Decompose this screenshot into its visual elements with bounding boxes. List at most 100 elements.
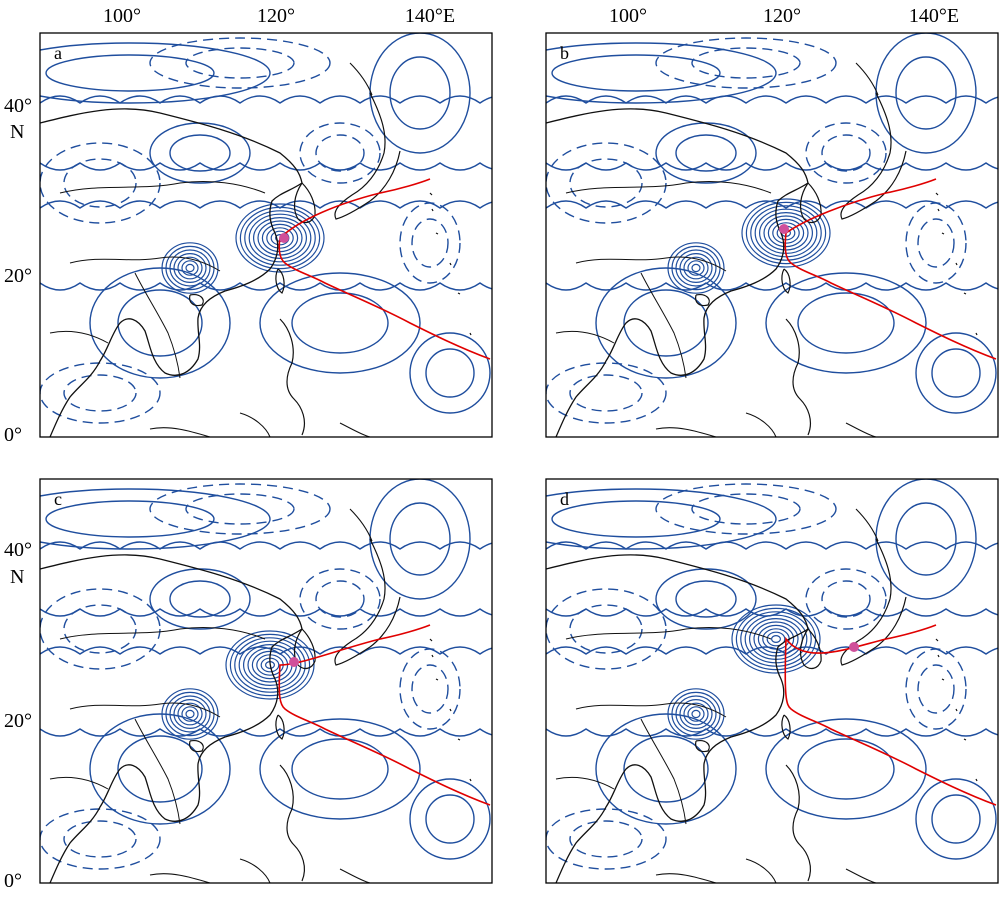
contour-line (655, 483, 837, 535)
storm-contour (741, 198, 831, 268)
contour-line (149, 122, 251, 184)
lat-label-20-bottom: 20° (4, 710, 32, 732)
secondary-contour (671, 691, 721, 737)
storm-contour (229, 633, 311, 697)
contour-line (399, 648, 461, 730)
lat-label-0-bottom: 0° (4, 870, 22, 892)
contour-line (63, 374, 137, 412)
lat-label-n-bottom: N (10, 566, 24, 588)
contour-line (655, 568, 757, 630)
contour-line (691, 493, 801, 525)
contour-line (425, 794, 475, 844)
lon-label-100-right: 100° (609, 5, 647, 27)
contour-line (595, 713, 737, 825)
storm-contour (238, 640, 302, 690)
contour-line (315, 134, 365, 172)
secondary-contour (165, 691, 215, 737)
secondary-contour (687, 706, 705, 722)
secondary-contour (675, 249, 717, 287)
contour-line (40, 488, 271, 550)
contour-line (821, 580, 871, 618)
secondary-contour (683, 702, 709, 726)
coastline (40, 508, 472, 883)
contour-field (40, 479, 492, 870)
contour-line (291, 738, 389, 800)
contour-line (40, 541, 492, 550)
contour-line (569, 604, 643, 654)
contour-line (63, 158, 137, 208)
contour-line (40, 588, 161, 670)
contour-line (45, 54, 215, 92)
contour-line (569, 820, 643, 858)
contour-line (546, 200, 998, 209)
contour-line (299, 568, 381, 630)
secondary-contour (667, 242, 725, 294)
contour-line (915, 778, 997, 860)
contour-line (805, 568, 887, 630)
typhoon-track (278, 178, 491, 360)
coastline (546, 62, 978, 437)
contour-line (765, 272, 927, 374)
panel-frame (545, 32, 999, 438)
storm-contour (225, 630, 315, 700)
secondary-contour (177, 256, 203, 280)
contour-line (409, 778, 491, 860)
storm-contour (766, 631, 786, 647)
contour-line (315, 580, 365, 618)
contour-line (40, 42, 271, 104)
contour-line (40, 282, 492, 291)
contour-line (399, 202, 461, 284)
contour-line (63, 820, 137, 858)
coastline (40, 62, 472, 437)
typhoon-track (278, 624, 491, 806)
lon-label-140e-right: 140°E (909, 5, 959, 27)
contour-line (185, 47, 295, 79)
panel-frame (39, 32, 493, 438)
contour-line (149, 483, 331, 535)
secondary-contour (667, 688, 725, 740)
storm-contour (253, 217, 308, 260)
coastline (546, 508, 978, 883)
contour-line (623, 735, 709, 803)
storm-contour (754, 208, 818, 258)
lat-label-20: 20° (4, 265, 32, 287)
contour-line (905, 202, 967, 284)
secondary-contour (671, 245, 721, 291)
contour-line (595, 267, 737, 379)
contour-line (546, 42, 777, 104)
lat-label-40-bottom: 40° (4, 539, 32, 561)
storm-contour (771, 635, 782, 644)
lon-label-140e: 140°E (405, 5, 455, 27)
contour-field (40, 33, 492, 424)
contour-line (551, 54, 721, 92)
lat-label-40: 40° (4, 95, 32, 117)
contour-line (655, 122, 757, 184)
typhoon-position-marker (279, 233, 289, 243)
secondary-contour (169, 249, 211, 287)
secondary-contour (679, 699, 713, 730)
panel-label: b (560, 43, 569, 63)
map-panel-b: b (545, 32, 999, 438)
contour-line (895, 56, 957, 130)
contour-line (546, 362, 667, 424)
contour-line (569, 158, 643, 208)
map-panel-d: d (545, 478, 999, 884)
contour-line (675, 580, 737, 618)
secondary-contour (679, 253, 713, 284)
storm-contours (161, 203, 325, 294)
contour-line (40, 142, 161, 224)
panel-frame (545, 478, 999, 884)
contour-line (797, 292, 895, 354)
contour-line (551, 500, 721, 538)
contour-line (905, 648, 967, 730)
contour-line (259, 718, 421, 820)
contour-line (117, 735, 203, 803)
contour-line (40, 646, 492, 655)
contour-line (895, 502, 957, 576)
panel-label: d (560, 489, 569, 509)
contour-line (691, 47, 801, 79)
secondary-contour (687, 260, 705, 276)
contour-line (185, 493, 295, 525)
storm-contour (235, 203, 325, 273)
secondary-contour (161, 242, 219, 294)
